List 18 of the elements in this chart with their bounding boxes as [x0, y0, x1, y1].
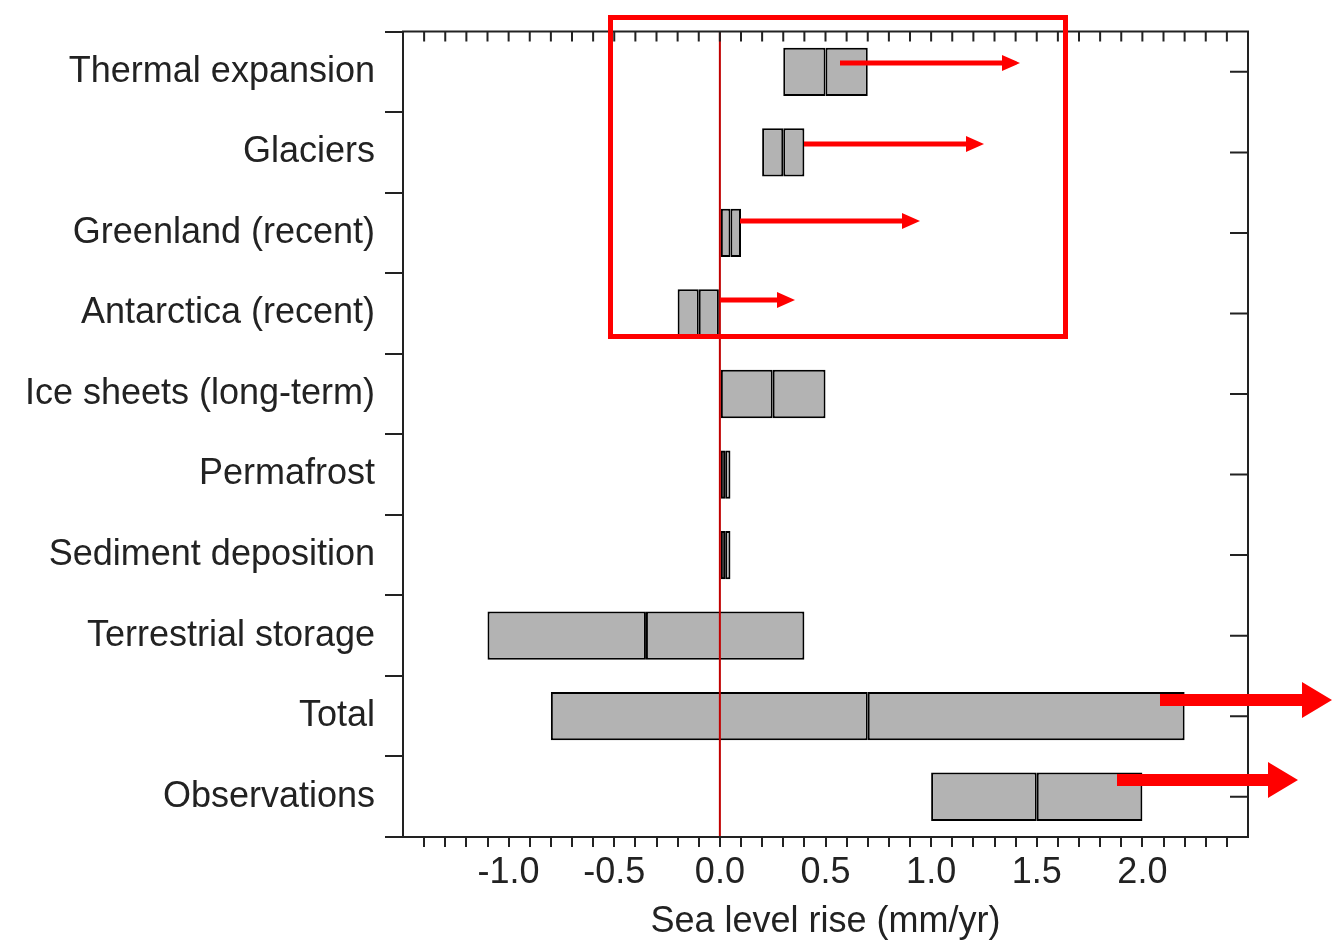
- y-tick-label: Total: [298, 693, 375, 735]
- y-tick-label: Ice sheets (long-term): [24, 370, 375, 412]
- y-tick-label: Greenland (recent): [72, 209, 375, 251]
- y-tick-label: Antarctica (recent): [80, 290, 375, 332]
- x-tick-label: 2.0: [1117, 849, 1168, 891]
- y-tick-label: Permafrost: [198, 451, 375, 493]
- x-tick-label: 0.0: [694, 849, 745, 891]
- x-tick-label: 1.5: [1011, 849, 1062, 891]
- x-tick-label: 0.5: [800, 849, 851, 891]
- y-tick-label: Terrestrial storage: [86, 612, 375, 654]
- y-tick-label: Observations: [162, 773, 375, 815]
- x-axis-title: Sea level rise (mm/yr): [650, 899, 1001, 941]
- x-tick-label: 1.0: [906, 849, 957, 891]
- y-tick-label: Sediment deposition: [48, 532, 375, 574]
- x-tick-label: -0.5: [583, 849, 646, 891]
- x-tick-label: -1.0: [477, 849, 540, 891]
- y-tick-label: Glaciers: [242, 129, 375, 171]
- y-tick-label: Thermal expansion: [68, 48, 375, 90]
